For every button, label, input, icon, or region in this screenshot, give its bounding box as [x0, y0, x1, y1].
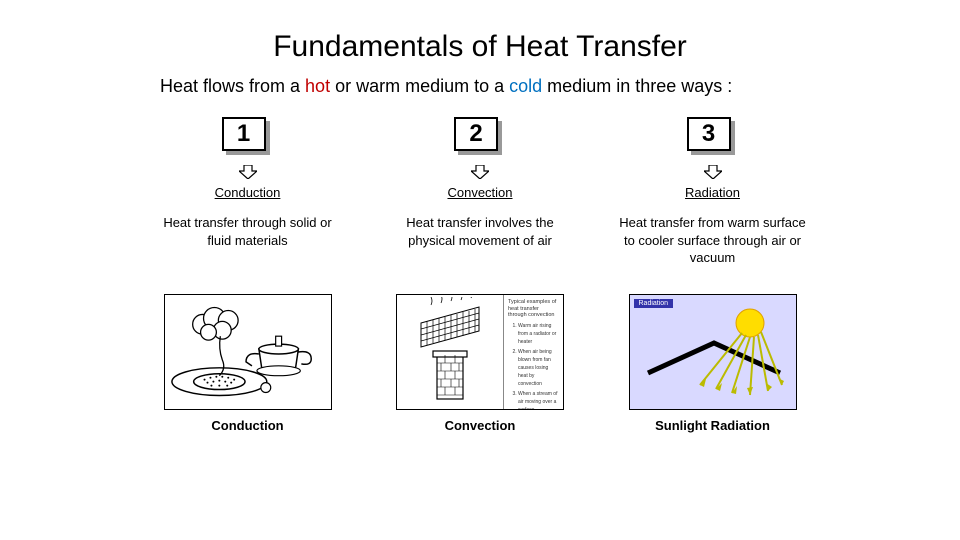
- column-conduction: 1 Conduction Heat transfer through solid…: [150, 117, 345, 433]
- type-name-radiation: Radiation: [685, 185, 740, 200]
- subtitle-part-3: medium in three ways :: [542, 76, 732, 96]
- down-arrow-icon: [239, 165, 257, 179]
- type-name-convection: Convection: [447, 185, 512, 200]
- illustration-convection: Typical examples of heat transfer throug…: [396, 294, 564, 410]
- subtitle-hot-word: hot: [305, 76, 330, 96]
- subtitle: Heat flows from a hot or warm medium to …: [160, 74, 800, 99]
- convection-text-item: Warm air rising from a radiator or heate…: [518, 322, 559, 346]
- subtitle-part-1: Heat flows from a: [160, 76, 305, 96]
- columns-container: 1 Conduction Heat transfer through solid…: [150, 117, 810, 433]
- down-arrow-icon: [704, 165, 722, 179]
- subtitle-cold-word: cold: [509, 76, 542, 96]
- number-1: 1: [222, 117, 266, 151]
- convection-text-item: When a stream of air moving over a surfa…: [518, 390, 559, 410]
- desc-conduction: Heat transfer through solid or fluid mat…: [150, 214, 345, 288]
- caption-radiation: Sunlight Radiation: [655, 418, 770, 433]
- illustration-conduction: [164, 294, 332, 410]
- convection-text-item: When air being blown from fan causes los…: [518, 348, 559, 388]
- column-radiation: 3 Radiation Heat transfer from warm surf…: [615, 117, 810, 433]
- number-3: 3: [687, 117, 731, 151]
- desc-convection: Heat transfer involves the physical move…: [383, 214, 578, 288]
- caption-convection: Convection: [445, 418, 516, 433]
- convection-drawing: [397, 295, 504, 409]
- number-box-3: 3: [687, 117, 739, 161]
- convection-text-title: Typical examples of heat transfer throug…: [508, 299, 559, 319]
- type-name-conduction: Conduction: [215, 185, 281, 200]
- illustration-radiation: Radiation: [629, 294, 797, 410]
- caption-conduction: Conduction: [211, 418, 283, 433]
- number-box-1: 1: [222, 117, 274, 161]
- column-convection: 2 Convection Heat transfer involves the …: [383, 117, 578, 433]
- convection-text-panel: Typical examples of heat transfer throug…: [504, 295, 563, 409]
- down-arrow-icon: [471, 165, 489, 179]
- number-box-2: 2: [454, 117, 506, 161]
- subtitle-part-2: or warm medium to a: [330, 76, 509, 96]
- number-2: 2: [454, 117, 498, 151]
- page-title: Fundamentals of Heat Transfer: [60, 30, 900, 64]
- radiation-badge: Radiation: [634, 299, 674, 308]
- desc-radiation: Heat transfer from warm surface to coole…: [615, 214, 810, 288]
